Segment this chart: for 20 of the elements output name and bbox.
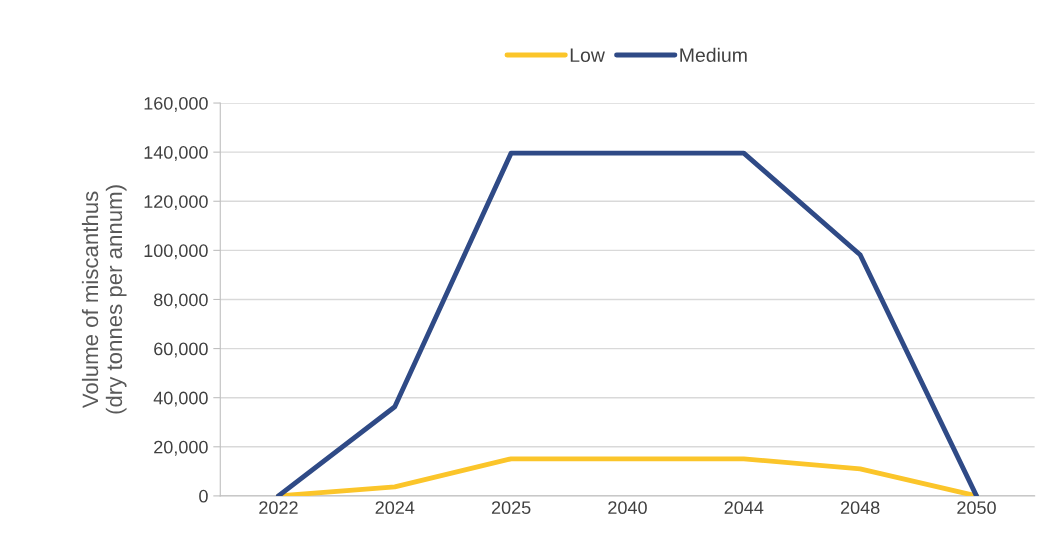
y-tick-label: 40,000 [153, 391, 208, 407]
x-tick-label: 2024 [375, 501, 415, 515]
x-tick-label: 2048 [840, 501, 880, 515]
y-tick-label: 0 [199, 489, 208, 503]
y-tick-label: 160,000 [144, 96, 208, 112]
y-tick-label: 60,000 [154, 342, 208, 358]
y-tick-label: 20,000 [154, 440, 208, 456]
y-axis-title: Volume of miscanthus (dry tonnes per annum) [81, 185, 127, 414]
legend-label: Medium [680, 47, 747, 63]
y-tick-label: 80,000 [154, 293, 208, 309]
x-tick-label: 2022 [259, 501, 298, 515]
x-tick-label: 2040 [608, 501, 647, 515]
x-tick-label: 2044 [724, 501, 764, 515]
x-tick-label: 2050 [957, 501, 996, 515]
y-tick-label: 140,000 [144, 146, 208, 161]
y-tick-label: 120,000 [144, 195, 208, 211]
legend-label: Low [570, 48, 605, 63]
x-tick-label: 2025 [491, 501, 531, 515]
y-tick-label: 100,000 [144, 244, 208, 260]
line-series [276, 150, 979, 496]
